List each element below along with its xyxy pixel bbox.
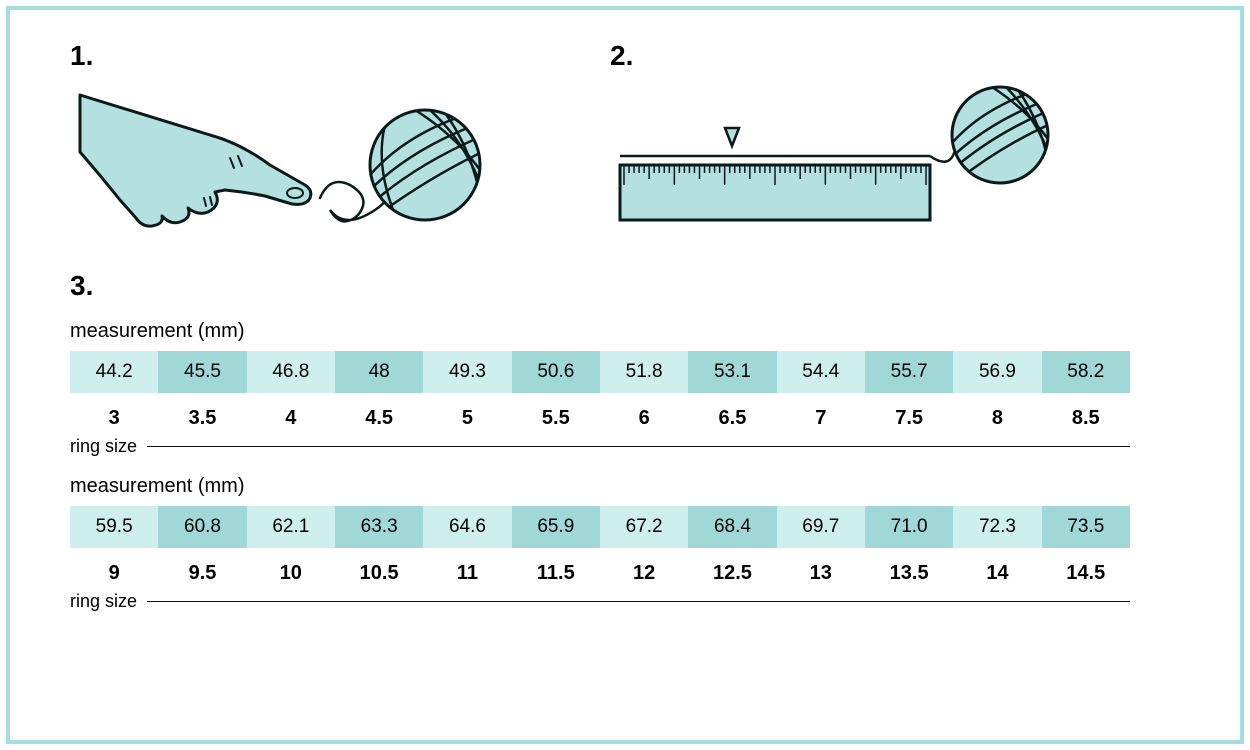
size-cell: 3 <box>70 407 158 430</box>
hand-and-yarn-icon <box>70 80 490 250</box>
step-1: 1. <box>70 40 490 255</box>
size-cell: 9 <box>70 562 158 585</box>
size-cell: 12.5 <box>688 562 776 585</box>
step-2-number: 2. <box>610 40 1050 72</box>
mm-row-1: 44.245.546.84849.350.651.853.154.455.756… <box>70 351 1130 393</box>
mm-cell: 58.2 <box>1042 351 1130 393</box>
ring-size-label-1: ring size <box>70 436 147 457</box>
size-cell: 14.5 <box>1042 562 1130 585</box>
size-cell: 11.5 <box>512 562 600 585</box>
mm-cell: 59.5 <box>70 506 158 548</box>
size-cell: 8.5 <box>1042 407 1130 430</box>
size-cell: 3.5 <box>158 407 246 430</box>
divider-2 <box>147 601 1130 602</box>
size-cell: 4.5 <box>335 407 423 430</box>
ring-size-label-2: ring size <box>70 591 147 612</box>
step-3-number: 3. <box>70 270 1180 302</box>
mm-cell: 53.1 <box>688 351 776 393</box>
mm-cell: 60.8 <box>158 506 246 548</box>
size-cell: 9.5 <box>158 562 246 585</box>
mm-cell: 45.5 <box>158 351 246 393</box>
size-cell: 11 <box>423 562 511 585</box>
mm-cell: 67.2 <box>600 506 688 548</box>
mm-cell: 54.4 <box>777 351 865 393</box>
ring-size-line-2: ring size <box>70 591 1130 612</box>
size-cell: 13.5 <box>865 562 953 585</box>
step-3: 3. measurement (mm) 44.245.546.84849.350… <box>70 270 1180 612</box>
ruler-and-yarn-icon <box>610 80 1050 250</box>
size-cell: 5.5 <box>512 407 600 430</box>
size-cell: 7 <box>777 407 865 430</box>
mm-cell: 69.7 <box>777 506 865 548</box>
mm-cell: 50.6 <box>512 351 600 393</box>
size-cell: 5 <box>423 407 511 430</box>
mm-cell: 63.3 <box>335 506 423 548</box>
ring-size-line-1: ring size <box>70 436 1130 457</box>
size-cell: 10.5 <box>335 562 423 585</box>
measurement-label-2: measurement (mm) <box>70 475 1180 498</box>
mm-cell: 68.4 <box>688 506 776 548</box>
mm-cell: 48 <box>335 351 423 393</box>
measurement-label-1: measurement (mm) <box>70 320 1180 343</box>
step-1-number: 1. <box>70 40 490 72</box>
size-cell: 10 <box>247 562 335 585</box>
mm-cell: 71.0 <box>865 506 953 548</box>
size-cell: 6.5 <box>688 407 776 430</box>
divider-1 <box>147 446 1130 447</box>
infographic-frame: 1. <box>6 6 1244 744</box>
size-cell: 13 <box>777 562 865 585</box>
size-row-2: 99.51010.51111.51212.51313.51414.5 <box>70 562 1130 585</box>
mm-cell: 62.1 <box>247 506 335 548</box>
size-cell: 14 <box>953 562 1041 585</box>
size-cell: 6 <box>600 407 688 430</box>
mm-cell: 44.2 <box>70 351 158 393</box>
size-cell: 7.5 <box>865 407 953 430</box>
mm-cell: 56.9 <box>953 351 1041 393</box>
size-cell: 4 <box>247 407 335 430</box>
mm-cell: 73.5 <box>1042 506 1130 548</box>
mm-cell: 55.7 <box>865 351 953 393</box>
size-cell: 12 <box>600 562 688 585</box>
steps-row: 1. <box>70 40 1180 250</box>
mm-cell: 51.8 <box>600 351 688 393</box>
step-2: 2. <box>610 40 1050 255</box>
mm-cell: 72.3 <box>953 506 1041 548</box>
mm-cell: 64.6 <box>423 506 511 548</box>
mm-row-2: 59.560.862.163.364.665.967.268.469.771.0… <box>70 506 1130 548</box>
size-cell: 8 <box>953 407 1041 430</box>
size-row-1: 33.544.555.566.577.588.5 <box>70 407 1130 430</box>
mm-cell: 65.9 <box>512 506 600 548</box>
mm-cell: 49.3 <box>423 351 511 393</box>
mm-cell: 46.8 <box>247 351 335 393</box>
